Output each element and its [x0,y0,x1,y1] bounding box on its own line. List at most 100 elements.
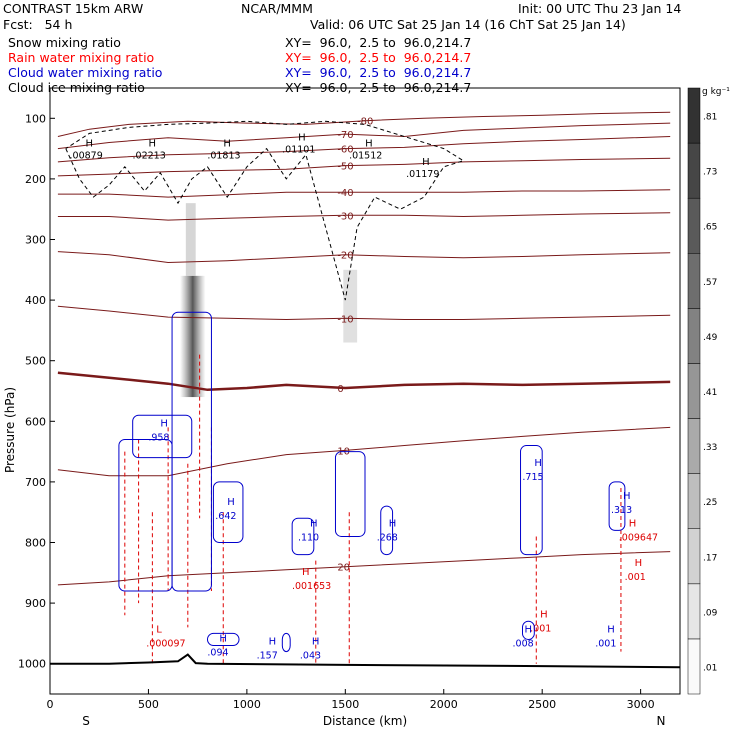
cloud-ice-outline [65,120,465,301]
colorbar-swatch [687,638,701,695]
temp-contour-label: -10 [337,314,353,325]
rain-extremum-marker: H [629,518,637,529]
rain-extremum-label: .001 [530,623,551,634]
cloud-ice-max-marker: H [422,157,430,168]
valid-time: Valid: 06 UTC Sat 25 Jan 14 (16 ChT Sat … [310,17,626,32]
forecast-hour: Fcst: 54 h [3,17,73,32]
cloud-water-max-label: .642 [215,511,236,522]
y-tick-label: 500 [25,355,46,368]
temp-contour-label: -30 [337,211,353,222]
cloud-water-max-marker: H [389,518,397,529]
cloud-water-max-label: .157 [257,651,278,662]
cloud-water-contour [207,632,240,647]
rain-extremum-marker: H [635,558,643,569]
plot-frame [49,87,681,695]
cloud-ice-max-marker: H [223,139,231,150]
rain-extremum-marker: H [302,567,310,578]
cloud-water-max-label: .008 [513,638,534,649]
cloud-water-contour [334,451,366,537]
x-tick-label: 1500 [331,698,359,711]
temp-contour [57,251,671,264]
snow-upper [185,203,196,276]
temp-contour-label: -40 [337,188,353,199]
colorbar-tick-label: .41 [703,388,717,398]
north-end-label: N [657,714,666,728]
cloud-ice-max-marker: H [298,133,306,144]
colorbar-swatch [687,473,701,529]
cloud-water-max-marker: H [160,418,168,429]
terrain-contour [50,653,681,669]
x-tick-label: 1000 [233,698,261,711]
colorbar-tick-label: .57 [703,278,717,288]
cloud-water-max-marker: H [219,634,227,645]
cloud-water-contour [281,632,291,653]
rain-extremum-label: .001653 [292,581,331,592]
cloud-water-max-marker: H [312,637,320,648]
colorbar-tick-label: .81 [703,113,717,123]
legend-rain-xy: XY= 96.0, 2.5 to 96.0,214.7 [285,50,472,65]
colorbar-tick-label: .17 [703,553,717,563]
cloud-water-contour [132,414,193,459]
temp-contour [57,305,671,321]
cloud-water-contour [522,620,535,640]
x-tick-label: 0 [47,698,54,711]
cloud-water-max-label: .268 [377,532,398,543]
y-tick-label: 1000 [18,658,46,671]
temp-contour [57,551,671,586]
temp-contour-label: -50 [337,162,353,173]
legend-snow-xy: XY= 96.0, 2.5 to 96.0,214.7 [285,35,472,50]
x-tick-label: 500 [138,698,159,711]
cloud-water-max-marker: H [623,491,631,502]
init-time: Init: 00 UTC Thu 23 Jan 14 [518,1,682,16]
x-tick-label: 2500 [528,698,556,711]
cloud-water-max-label: .043 [300,651,321,662]
temp-contour [57,371,671,392]
colorbar-unit: g kg⁻¹ [702,87,730,97]
colorbar-tick-label: .33 [703,443,717,453]
y-tick-label: 300 [25,234,46,247]
colorbar-tick-label: .73 [703,168,717,178]
model-title: CONTRAST 15km ARW [3,1,144,16]
cloud-water-contour [171,311,212,592]
snow-secondary [343,269,358,343]
cloud-ice-max-label: .01101 [282,145,315,156]
y-tick-label: 700 [25,476,46,489]
cloud-water-contour [380,505,394,556]
colorbar-swatch [687,308,701,364]
cloud-water-contours: H .958 H .642 H .110 H .094 H .157 H .043 H .268 H .008… [118,311,632,662]
cloud-water-max-marker: H [607,624,615,635]
cloud-ice-max-label: .01512 [349,151,382,162]
cloud-water-max-marker: H [525,624,533,635]
x-axis-label: Distance (km) [323,714,407,728]
cloud-water-contour [291,517,315,556]
cloud-water-contour [520,445,543,556]
cloud-ice-max-marker: H [149,139,157,150]
cloud-ice-max-label: .01813 [207,151,240,162]
rain-extremum-label: .001 [625,572,646,583]
y-tick-label: 900 [25,597,46,610]
temp-contour [57,426,671,477]
x-tick-label: 2000 [430,698,458,711]
cloud-water-contour [608,481,626,531]
colorbar-tick-label: .01 [703,663,717,673]
axes: 0 500 1000 1500 2000 2500 30001002003004005006… [18,112,655,711]
colorbar-swatch [687,87,701,144]
temp-contour [57,157,671,177]
cloud-water-max-marker: H [310,518,318,529]
colorbar-swatch [687,583,701,640]
legend-cloud-water-xy: XY= 96.0, 2.5 to 96.0,214.7 [285,65,472,80]
y-tick-label: 200 [25,173,46,186]
colorbar-swatch [687,197,701,254]
colorbar-swatch [687,363,701,419]
x-tick-label: 3000 [627,698,655,711]
colorbar-tick-label: .65 [703,223,717,233]
cloud-water-max-label: .094 [207,648,228,659]
temp-contour-label: -70 [337,130,353,141]
y-axis-label: Pressure (hPa) [3,387,17,473]
colorbar-tick-label: .09 [703,608,718,618]
legend-snow-label: Snow mixing ratio [8,35,121,50]
colorbar: .01 .09 .17 .25 .33 .41 .49 .57 .65 .73 .81 [687,87,718,695]
cloud-water-max-marker: H [227,497,235,508]
south-end-label: S [82,714,90,728]
